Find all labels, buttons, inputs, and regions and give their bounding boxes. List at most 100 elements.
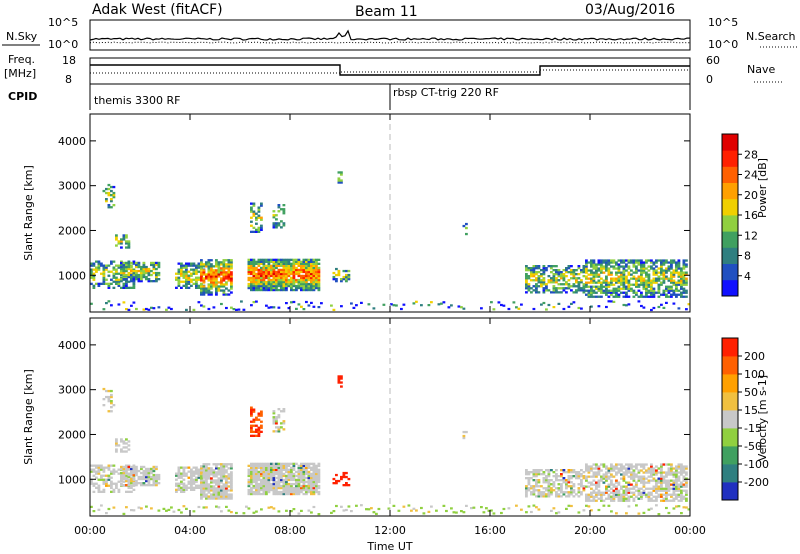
power-cell: [360, 301, 363, 304]
power-cell: [655, 269, 658, 272]
power-cell: [595, 295, 598, 298]
power-cell: [155, 278, 158, 281]
power-cell: [212, 275, 216, 278]
velocity-cell: [595, 483, 598, 486]
power-cell: [667, 265, 671, 268]
power-cell: [592, 261, 596, 264]
power-cell: [120, 271, 123, 275]
velocity-cell: [615, 487, 618, 490]
power-cell: [597, 275, 601, 278]
power-cell: [580, 269, 583, 272]
velocity-cell: [150, 477, 153, 481]
power-cell: [147, 271, 151, 275]
velocity-ytick-label: 1000: [58, 473, 86, 486]
velocity-cell: [185, 488, 188, 491]
power-cell: [157, 261, 161, 265]
power-cell: [227, 273, 231, 276]
velocity-cell: [552, 489, 556, 492]
velocity-cell: [212, 475, 216, 478]
power-cell: [285, 282, 288, 286]
velocity-cell: [642, 481, 646, 484]
power-cell: [292, 270, 296, 274]
power-cell: [570, 277, 573, 280]
velocity-cell: [307, 509, 311, 512]
power-cell: [260, 286, 263, 290]
power-cell: [265, 258, 268, 261]
power-cell: [125, 261, 128, 265]
velocity-cell: [135, 471, 138, 475]
power-cell: [570, 289, 573, 292]
power-cell: [542, 267, 546, 270]
velocity-cell: [257, 488, 261, 492]
velocity-cell: [527, 483, 531, 486]
power-cell: [530, 269, 533, 272]
power-cell: [205, 275, 208, 278]
velocity-cell: [545, 475, 548, 478]
power-cell: [102, 282, 106, 285]
power-cell: [590, 295, 593, 298]
velocity-cell: [112, 490, 116, 493]
velocity-cell: [132, 488, 136, 491]
power-cell: [312, 282, 316, 286]
power-cell: [652, 273, 656, 276]
power-cell: [142, 271, 146, 275]
power-cell: [207, 277, 211, 280]
velocity-cell: [537, 481, 541, 484]
power-cell: [645, 295, 648, 298]
velocity-cell: [645, 493, 648, 496]
velocity-cell: [90, 464, 93, 467]
velocity-colorbar-tick-label: 15: [744, 404, 758, 417]
velocity-cell: [680, 465, 683, 468]
velocity-cell: [525, 473, 528, 476]
power-cell: [302, 284, 306, 288]
power-cell: [275, 278, 278, 282]
power-cell: [95, 260, 98, 263]
velocity-cell: [255, 472, 258, 476]
velocity-cell: [590, 499, 593, 502]
power-cell: [272, 224, 276, 227]
velocity-cell: [300, 462, 303, 465]
power-cell: [130, 286, 133, 289]
power-cell: [272, 264, 276, 267]
velocity-cell: [220, 463, 223, 466]
velocity-cell: [192, 482, 196, 485]
velocity-cell: [590, 481, 593, 484]
velocity-cell: [317, 468, 321, 471]
power-cell: [252, 276, 256, 280]
velocity-cell: [602, 504, 606, 507]
velocity-cell: [632, 497, 636, 500]
velocity-cell: [122, 473, 126, 477]
power-cell: [282, 224, 286, 227]
velocity-cell: [682, 485, 686, 488]
power-cell: [622, 279, 626, 282]
velocity-cell: [542, 473, 546, 476]
power-cell: [270, 260, 273, 263]
velocity-cell: [97, 468, 101, 471]
power-cell: [640, 263, 643, 266]
velocity-cell: [665, 497, 668, 500]
power-cell: [125, 242, 128, 245]
power-cell: [310, 286, 313, 290]
velocity-cell: [220, 491, 223, 494]
velocity-cell: [127, 440, 131, 443]
velocity-cell: [252, 472, 256, 476]
power-cell: [597, 295, 601, 298]
power-colorbar-swatch: [722, 231, 738, 248]
power-colorbar-swatch: [722, 198, 738, 216]
velocity-cell: [575, 477, 578, 480]
power-cell: [220, 273, 223, 276]
velocity-cell: [667, 479, 671, 482]
velocity-cell: [550, 509, 553, 512]
power-cell: [185, 280, 188, 283]
velocity-cell: [132, 480, 136, 483]
velocity-cell: [205, 487, 208, 490]
velocity-cell: [197, 472, 201, 475]
velocity-cell: [135, 482, 138, 485]
velocity-cell: [637, 479, 641, 482]
velocity-cell: [680, 483, 683, 486]
velocity-cell: [122, 469, 126, 473]
velocity-cell: [250, 466, 253, 469]
velocity-cell: [570, 493, 573, 496]
velocity-cell: [597, 465, 601, 468]
power-cell: [220, 269, 223, 272]
